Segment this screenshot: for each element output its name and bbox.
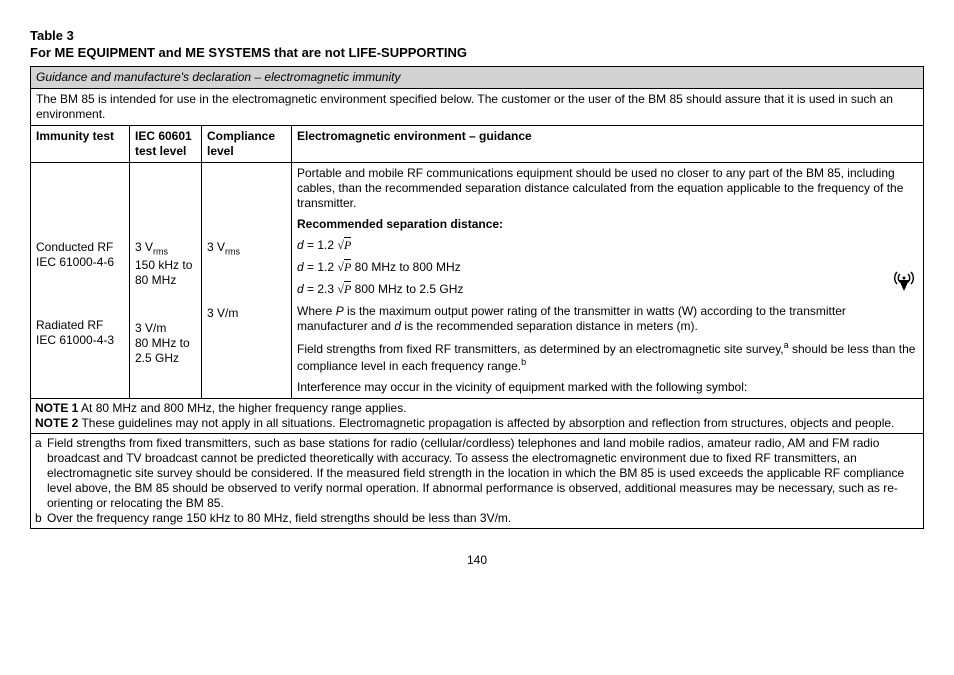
header-immunity: Immunity test — [31, 126, 130, 163]
footnote-a-label: a — [35, 436, 47, 511]
iec-conducted-rms: rms — [153, 246, 168, 256]
radiated-rf-label: Radiated RF — [36, 318, 124, 333]
p3-a: Field strengths from fixed RF transmitte… — [297, 342, 784, 356]
compliance-3v: 3 V — [207, 240, 225, 254]
body-row: Conducted RF IEC 61000-4-6 Radiated RF I… — [31, 163, 924, 399]
guidance-p1: Portable and mobile RF communications eq… — [297, 166, 918, 211]
sqrt-icon: √ — [337, 238, 344, 252]
eq3-eq: = 2.3 — [304, 282, 338, 296]
eq3-range: 800 MHz to 2.5 GHz — [351, 282, 463, 296]
conducted-rf-std: IEC 61000-4-6 — [36, 255, 124, 270]
guidance-p2: Where P is the maximum output power rati… — [297, 304, 918, 334]
footnote-a-text: Field strengths from fixed transmitters,… — [47, 436, 919, 511]
header-iec: IEC 60601 test level — [130, 126, 202, 163]
guidance-cell: Portable and mobile RF communications eq… — [292, 163, 924, 399]
compliance-rms: rms — [225, 246, 240, 256]
notes-cell: NOTE 1 At 80 MHz and 800 MHz, the higher… — [31, 399, 924, 434]
note2-text: These guidelines may not apply in all si… — [78, 416, 894, 430]
footnote-b-text: Over the frequency range 150 kHz to 80 M… — [47, 511, 919, 526]
note1-text: At 80 MHz and 800 MHz, the higher freque… — [78, 401, 406, 415]
eq1-p: P — [344, 237, 351, 252]
header-guidance: Electromagnetic environment – guidance — [292, 126, 924, 163]
iec-radiated-range: 80 MHz to 2.5 GHz — [135, 336, 196, 366]
intro-cell: The BM 85 is intended for use in the ele… — [31, 89, 924, 126]
note-1: NOTE 1 At 80 MHz and 800 MHz, the higher… — [35, 401, 919, 416]
intro-row: The BM 85 is intended for use in the ele… — [31, 89, 924, 126]
equation-3: d = 2.3 √P 800 MHz to 2.5 GHz — [297, 282, 918, 297]
header-row: Immunity test IEC 60601 test level Compl… — [31, 126, 924, 163]
banner-cell: Guidance and manufacture's declaration –… — [31, 67, 924, 89]
eq1-eq: = 1.2 — [304, 238, 338, 252]
guidance-p3: Field strengths from fixed RF transmitte… — [297, 340, 918, 374]
eq2-eq: = 1.2 — [304, 260, 338, 274]
radiated-rf-std: IEC 61000-4-3 — [36, 333, 124, 348]
table-number: Table 3 — [30, 28, 924, 43]
page-number: 140 — [30, 553, 924, 567]
eq3-d: d — [297, 282, 304, 296]
eq2-d: d — [297, 260, 304, 274]
iec-level-cell: 3 Vrms 150 kHz to 80 MHz 3 V/m 80 MHz to… — [130, 163, 202, 399]
p3-sup-b: b — [521, 357, 526, 367]
note2-label: NOTE 2 — [35, 416, 78, 430]
header-compliance: Compliance level — [202, 126, 292, 163]
iec-radiated-value: 3 V/m — [135, 321, 196, 336]
rf-interference-icon — [891, 267, 917, 295]
p2-a: Where — [297, 304, 336, 318]
note1-label: NOTE 1 — [35, 401, 78, 415]
footnote-b: b Over the frequency range 150 kHz to 80… — [35, 511, 919, 526]
compliance-cell: 3 Vrms 3 V/m — [202, 163, 292, 399]
guidance-p4: Interference may occur in the vicinity o… — [297, 380, 918, 395]
iec-conducted-value: 3 Vrms — [135, 240, 196, 258]
iec-conducted-range: 150 kHz to 80 MHz — [135, 258, 196, 288]
sqrt-icon: √ — [337, 260, 344, 274]
note-2: NOTE 2 These guidelines may not apply in… — [35, 416, 919, 431]
eq2-range: 80 MHz to 800 MHz — [351, 260, 460, 274]
eq1-d: d — [297, 238, 304, 252]
p2-e: is the recommended separation distance i… — [401, 319, 698, 333]
iec-conducted-3v: 3 V — [135, 240, 153, 254]
footnote-a: a Field strengths from fixed transmitter… — [35, 436, 919, 511]
footnotes-row: a Field strengths from fixed transmitter… — [31, 434, 924, 529]
equation-1: d = 1.2 √P — [297, 238, 918, 253]
conducted-rf-label: Conducted RF — [36, 240, 124, 255]
p2-P: P — [336, 304, 344, 318]
equation-2: d = 1.2 √P 80 MHz to 800 MHz — [297, 260, 918, 275]
compliance-conducted: 3 Vrms — [207, 240, 286, 258]
guidance-recsep: Recommended separation distance: — [297, 217, 918, 232]
sqrt-icon: √ — [337, 282, 344, 296]
immunity-cell: Conducted RF IEC 61000-4-6 Radiated RF I… — [31, 163, 130, 399]
footnotes-cell: a Field strengths from fixed transmitter… — [31, 434, 924, 529]
notes-row: NOTE 1 At 80 MHz and 800 MHz, the higher… — [31, 399, 924, 434]
emc-table: Guidance and manufacture's declaration –… — [30, 66, 924, 529]
footnote-b-label: b — [35, 511, 47, 526]
banner-row: Guidance and manufacture's declaration –… — [31, 67, 924, 89]
compliance-radiated: 3 V/m — [207, 306, 286, 321]
table-title: For ME EQUIPMENT and ME SYSTEMS that are… — [30, 45, 924, 60]
